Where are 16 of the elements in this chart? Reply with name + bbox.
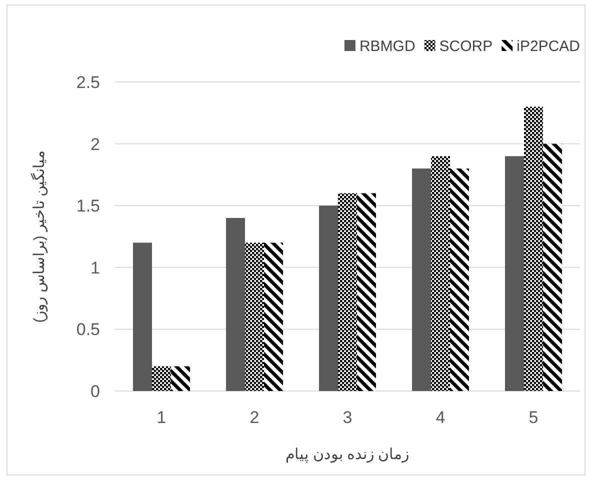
y-tick-label: 1.5 bbox=[76, 196, 100, 216]
legend-label: iP2PCAD bbox=[516, 38, 580, 55]
x-tick-label: 4 bbox=[436, 408, 446, 427]
x-tick-label: 2 bbox=[250, 408, 260, 427]
x-tick-label: 1 bbox=[156, 408, 166, 427]
x-tick-label: 3 bbox=[342, 408, 352, 427]
y-tick-label: 1 bbox=[90, 258, 100, 278]
y-tick-label: 2 bbox=[90, 134, 100, 154]
y-axis-title: میانگین تاخیر (براساس روز) bbox=[30, 150, 48, 323]
legend-label: SCORP bbox=[439, 38, 493, 55]
x-axis-title: زمان زنده بودن پیام bbox=[286, 446, 410, 463]
y-tick-label: 0 bbox=[90, 382, 100, 401]
legend-label: RBMGD bbox=[359, 38, 416, 55]
y-tick-label: 2.5 bbox=[76, 73, 100, 92]
x-tick-label: 5 bbox=[528, 408, 538, 427]
y-tick-label: 0.5 bbox=[76, 320, 100, 340]
